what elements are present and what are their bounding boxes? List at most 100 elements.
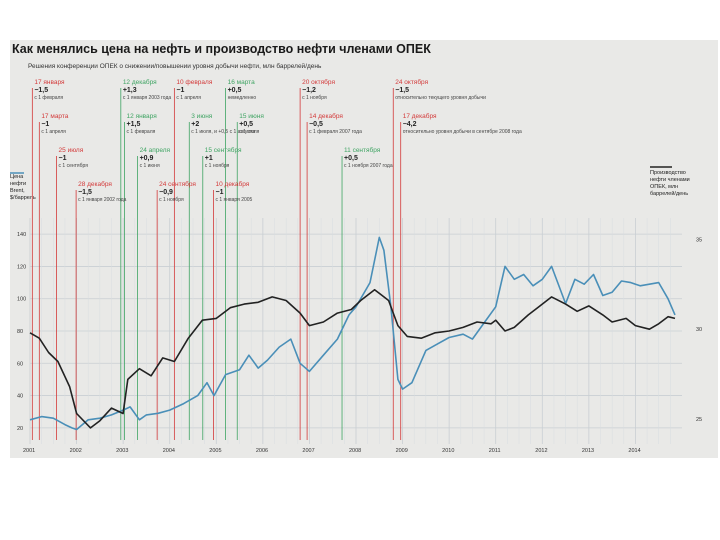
event-change: −1 bbox=[59, 155, 67, 162]
x-tick-label: 2007 bbox=[302, 448, 314, 454]
event-label: 24 апреля+0,9с 1 июня bbox=[140, 147, 171, 169]
event-note: с 1 января 2005 bbox=[215, 197, 252, 203]
event-label: 17 марта−1с 1 апреля bbox=[41, 113, 68, 135]
left-tick-label: 20 bbox=[17, 426, 23, 432]
event-change: +2 bbox=[191, 121, 199, 128]
series-line-opec-production bbox=[29, 288, 676, 429]
event-note: с 1 июля, и +0,5 с 1 августа bbox=[191, 129, 255, 135]
x-tick-label: 2006 bbox=[256, 448, 268, 454]
x-tick-label: 2008 bbox=[349, 448, 361, 454]
event-change: −1 bbox=[41, 121, 49, 128]
event-note: с 1 ноября 2007 года bbox=[344, 163, 393, 169]
event-change: −1 bbox=[215, 189, 223, 196]
left-tick-label: 140 bbox=[17, 232, 26, 238]
event-change: +0,9 bbox=[140, 155, 154, 162]
x-tick-label: 2001 bbox=[23, 448, 35, 454]
x-tick-label: 2011 bbox=[489, 448, 501, 454]
event-date: 15 сентября bbox=[205, 146, 242, 154]
event-change: −0,9 bbox=[159, 189, 173, 196]
x-tick-label: 2013 bbox=[582, 448, 594, 454]
event-date: 12 января bbox=[127, 113, 158, 120]
event-label: 3 июня+2с 1 июля, и +0,5 с 1 августа bbox=[191, 113, 255, 135]
event-change: −1,2 bbox=[302, 87, 316, 94]
oil-price-opec-chart: Как менялись цена на нефть и производств… bbox=[10, 42, 702, 454]
left-tick-label: 80 bbox=[17, 329, 23, 335]
event-date: 24 сентября bbox=[159, 180, 196, 188]
x-tick-label: 2005 bbox=[209, 448, 221, 454]
event-label: 15 сентября+1с 1 ноября bbox=[205, 146, 242, 169]
event-date: 3 июня bbox=[191, 113, 213, 120]
series-line-brent-price bbox=[29, 236, 676, 431]
event-change: −1,5 bbox=[395, 87, 409, 94]
event-date: 12 декабря bbox=[123, 78, 157, 86]
x-tick-label: 2002 bbox=[70, 448, 82, 454]
x-tick-label: 2014 bbox=[628, 448, 640, 454]
event-note: с 1 января 2002 года bbox=[78, 197, 127, 203]
event-note: с 1 февраля bbox=[34, 95, 63, 101]
event-note: с 1 февраля bbox=[127, 129, 156, 135]
event-date: 10 декабря bbox=[215, 180, 249, 188]
chart-sheet: Как менялись цена на нефть и производств… bbox=[10, 40, 718, 458]
event-note: с 1 апреля bbox=[41, 129, 66, 135]
event-change: −4,2 bbox=[403, 121, 417, 128]
left-axis-title: Цена нефти Brent, $/баррель bbox=[10, 174, 36, 201]
event-change: +0,5 bbox=[344, 155, 358, 162]
event-note: относительно уровня добычи в сентябре 20… bbox=[403, 129, 522, 135]
event-date: 15 июня bbox=[239, 113, 264, 120]
event-note: с 1 июля bbox=[239, 129, 259, 135]
event-change: +0,5 bbox=[239, 121, 253, 128]
right-tick-label: 30 bbox=[696, 327, 702, 333]
event-change: +1,5 bbox=[127, 121, 141, 128]
event-label: 20 октября−1,2с 1 ноября bbox=[302, 78, 335, 101]
event-label: 10 декабря−1с 1 января 2005 bbox=[215, 180, 252, 203]
event-change: +0,5 bbox=[228, 87, 242, 94]
x-tick-label: 2009 bbox=[396, 448, 408, 454]
x-tick-label: 2004 bbox=[163, 448, 175, 454]
event-date: 11 сентября bbox=[344, 146, 381, 154]
event-date: 17 марта bbox=[41, 113, 68, 120]
event-date: 20 октября bbox=[302, 78, 335, 86]
event-change: −1,5 bbox=[34, 87, 48, 94]
x-tick-label: 2003 bbox=[116, 448, 128, 454]
event-note: с 1 апреля bbox=[176, 95, 201, 101]
chart-subtitle: Решения конференции ОПЕК о снижении/повы… bbox=[28, 62, 322, 70]
event-label: 17 января−1,5с 1 февраля bbox=[34, 79, 65, 101]
right-tick-label: 25 bbox=[696, 417, 702, 423]
event-change: −1 bbox=[176, 87, 184, 94]
x-tick-label: 2010 bbox=[442, 448, 454, 454]
event-note: с 1 февраля 2007 года bbox=[309, 129, 362, 135]
event-date: 10 февраля bbox=[176, 79, 212, 86]
event-change: −1,5 bbox=[78, 189, 92, 196]
chart-title: Как менялись цена на нефть и производств… bbox=[12, 42, 431, 56]
event-date: 24 октября bbox=[395, 78, 428, 86]
event-change: +1 bbox=[205, 155, 213, 162]
left-tick-label: 60 bbox=[17, 361, 23, 367]
event-date: 16 марта bbox=[228, 79, 255, 86]
left-tick-label: 120 bbox=[17, 264, 26, 270]
event-note: с 1 ноября bbox=[159, 197, 184, 203]
left-tick-label: 40 bbox=[17, 394, 23, 400]
event-date: 17 января bbox=[34, 79, 65, 86]
right-tick-label: 35 bbox=[696, 238, 702, 244]
event-note: с 1 ноября bbox=[302, 95, 327, 101]
event-note: относительно текущего уровня добычи bbox=[395, 95, 486, 101]
event-label: 15 июня+0,5с 1 июля bbox=[239, 113, 264, 135]
event-note: немедленно bbox=[228, 95, 257, 101]
event-date: 17 декабря bbox=[403, 112, 437, 120]
event-date: 25 июля bbox=[59, 147, 84, 154]
event-label: 24 сентября−0,9с 1 ноября bbox=[159, 180, 196, 203]
event-note: с 1 июня bbox=[140, 163, 160, 169]
event-note: с 1 января 2003 года bbox=[123, 95, 172, 101]
left-tick-label: 100 bbox=[17, 297, 26, 303]
right-axis-title: Производство нефти членами ОПЕК, млн баррел… bbox=[650, 170, 690, 197]
event-note: с 1 сентября bbox=[59, 163, 89, 169]
event-date: 14 декабря bbox=[309, 112, 343, 120]
event-note: с 1 ноября bbox=[205, 163, 230, 169]
event-label: 28 декабря−1,5с 1 января 2002 года bbox=[78, 180, 127, 203]
event-date: 24 апреля bbox=[140, 147, 171, 154]
event-label: 11 сентября+0,5с 1 ноября 2007 года bbox=[344, 146, 393, 169]
x-tick-label: 2012 bbox=[535, 448, 547, 454]
